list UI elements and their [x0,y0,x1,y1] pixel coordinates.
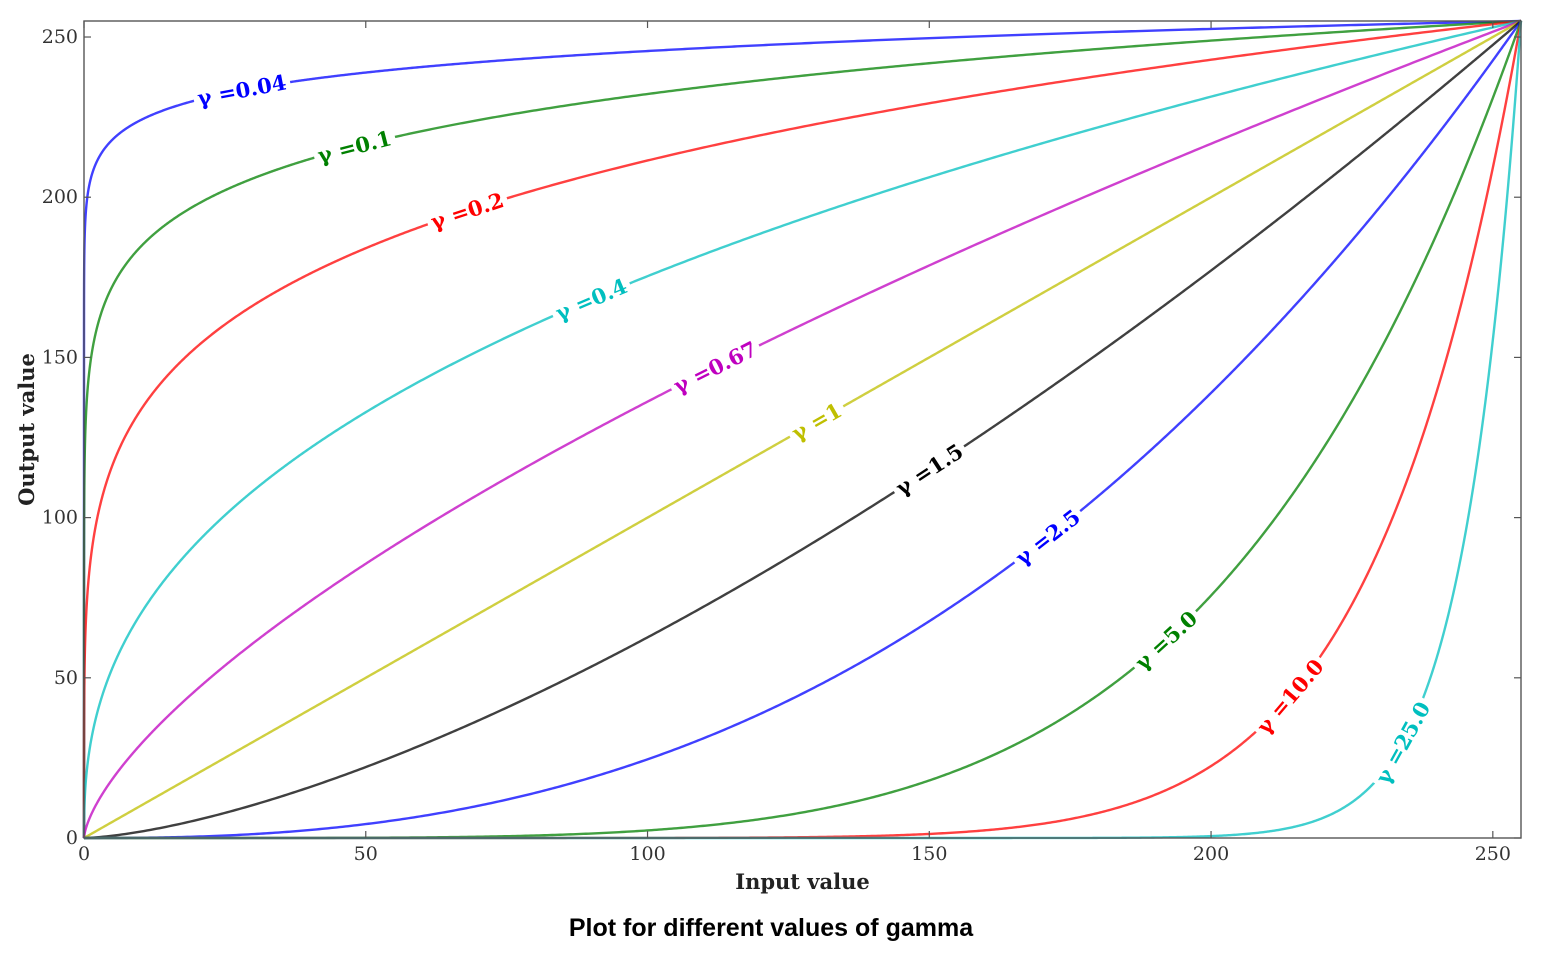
x-tick-label: 150 [911,843,947,865]
curve-label-background-0 [191,67,293,113]
curve-label-background-10 [1367,693,1439,793]
curve-label-group-5: γ =1 [783,394,850,449]
curve-label-background-1 [310,123,399,171]
y-tick-label: 0 [66,827,78,849]
curve-label-background-6 [887,435,972,504]
curve-label-background-9 [1247,650,1332,743]
curve-label-4: γ =0.67 [669,336,761,399]
curve-label-8: γ =5.0 [1130,606,1202,675]
y-tick-label: 50 [54,667,78,689]
curve-gamma-1 [82,19,1522,838]
curve-gamma-2 [82,19,1522,838]
curve-label-7: γ =2.5 [1010,504,1085,570]
curve-label-10: γ =25.0 [1370,697,1435,788]
curve-gamma-6 [83,19,1523,840]
curve-label-group-3: γ =0.4 [547,270,635,329]
curve-label-background-8 [1126,602,1206,679]
x-tick-label: 0 [78,843,90,865]
x-axis-label: Input value [735,869,869,894]
curve-label-background-5 [783,394,850,449]
curve-labels-layer: γ =0.04 γ =0.1 γ =0.2 γ =0.4 γ =0.67 γ =1 γ =1… [191,67,1439,793]
curve-gamma-4 [82,19,1522,840]
x-tick-label: 100 [629,843,665,865]
y-tick-label: 150 [42,346,78,368]
curve-label-0: γ =0.04 [195,69,288,110]
x-tick-label: 250 [1475,843,1511,865]
chart-caption: Plot for different values of gamma [568,914,974,942]
curve-label-background-4 [665,333,765,402]
curve-label-9: γ =10.0 [1251,654,1328,739]
curve-label-5: γ =1 [787,397,846,445]
curve-label-1: γ =0.1 [315,125,394,168]
curve-label-group-2: γ =0.2 [423,184,511,237]
curve-label-6: γ =1.5 [891,438,968,500]
curve-label-group-1: γ =0.1 [310,123,399,171]
curve-label-background-3 [547,270,635,329]
curve-label-group-8: γ =5.0 [1126,602,1206,679]
curve-label-2: γ =0.2 [428,187,507,234]
curve-label-3: γ =0.4 [552,273,631,325]
curve-label-group-4: γ =0.67 [665,333,765,402]
curve-gamma-3 [82,19,1522,839]
x-tick-label: 200 [1193,843,1229,865]
y-axis-label: Output value [14,353,39,506]
y-tick-label: 200 [42,186,78,208]
curve-label-background-7 [1006,500,1089,574]
axes-layer: 0 50 100 150 200 250 0 50 100 150 200 250 [42,20,1522,865]
curve-gamma-7 [84,19,1523,840]
x-tick-label: 50 [354,843,378,865]
curve-label-background-2 [423,184,511,237]
curve-label-group-9: γ =10.0 [1247,650,1332,743]
y-tick-label: 250 [42,26,78,48]
curve-label-group-6: γ =1.5 [887,435,972,504]
curve-label-group-7: γ =2.5 [1006,500,1089,574]
y-tick-label: 100 [42,507,78,529]
plot-frame [83,20,1522,839]
curve-label-group-0: γ =0.04 [191,67,293,113]
curve-label-group-10: γ =25.0 [1367,693,1439,793]
